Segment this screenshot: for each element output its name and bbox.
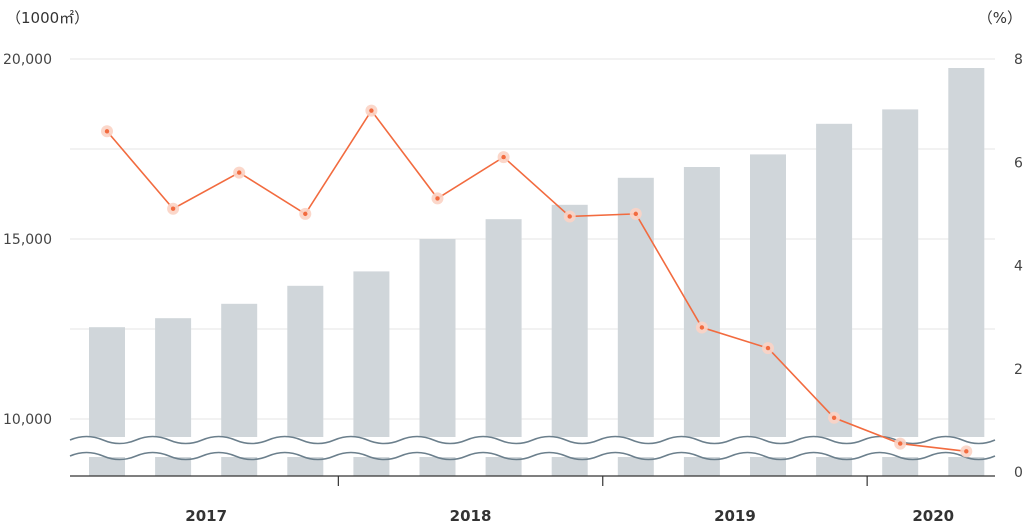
y-tick-label: 20,000 — [3, 52, 52, 68]
axis-break — [69, 435, 996, 461]
bar — [419, 239, 456, 476]
y-tick-label: 15,000 — [3, 232, 52, 248]
y-tick-label: 10,000 — [3, 412, 52, 428]
line-point — [894, 437, 907, 450]
bar — [617, 177, 654, 477]
axis-break-band — [70, 437, 995, 457]
right-axis-unit: （%） — [978, 9, 1022, 27]
bar — [551, 204, 588, 477]
x-axis: 2017 2018 2019 2020 — [70, 475, 995, 525]
bar — [750, 154, 786, 476]
x-year-label: 2017 — [185, 507, 227, 525]
line-point — [762, 342, 774, 355]
bar — [882, 109, 919, 477]
line-point — [960, 445, 973, 458]
axis-labels: （1000㎡） （%） 20,000 15,000 10,000 8 6 4 2 0 — [3, 9, 1023, 481]
line-point — [299, 207, 312, 220]
bar — [485, 219, 522, 476]
line-point — [629, 207, 642, 220]
line-point — [695, 321, 708, 334]
line-point — [497, 151, 510, 164]
x-year-label: 2020 — [912, 507, 954, 525]
line-point — [101, 125, 113, 138]
y2-tick-label: 6 — [1014, 155, 1023, 171]
line-point — [563, 210, 576, 223]
bar-series — [89, 68, 985, 477]
axis-break-wave — [69, 435, 996, 445]
x-year-label: 2018 — [450, 507, 492, 525]
line-point — [233, 166, 246, 179]
line-point — [167, 202, 180, 215]
y2-tick-label: 0 — [1014, 465, 1023, 481]
axis-break-wave — [69, 451, 996, 461]
y2-tick-label: 8 — [1014, 52, 1023, 68]
line-point — [365, 104, 378, 117]
y2-tick-label: 4 — [1014, 259, 1023, 275]
y2-tick-label: 2 — [1014, 362, 1023, 378]
bar — [948, 68, 985, 476]
gridlines — [70, 58, 995, 420]
line-point — [828, 411, 841, 424]
line-series — [101, 104, 973, 458]
left-axis-unit: （1000㎡） — [6, 9, 89, 27]
x-year-label: 2019 — [714, 507, 756, 525]
line-point — [431, 192, 444, 205]
line-path — [106, 109, 967, 453]
